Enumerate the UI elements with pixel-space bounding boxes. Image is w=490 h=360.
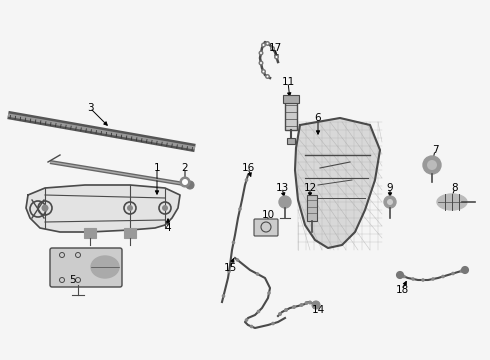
Circle shape (261, 42, 266, 48)
Circle shape (257, 310, 260, 313)
Text: 14: 14 (311, 305, 325, 315)
Text: 5: 5 (69, 275, 75, 285)
Bar (84, 228, 96, 238)
Circle shape (271, 48, 273, 49)
Circle shape (259, 50, 264, 55)
Circle shape (312, 302, 316, 306)
Circle shape (284, 308, 288, 312)
Circle shape (238, 207, 242, 211)
Circle shape (267, 42, 269, 45)
Circle shape (227, 270, 231, 273)
Circle shape (274, 54, 279, 59)
Circle shape (411, 277, 415, 281)
Text: 8: 8 (452, 183, 458, 193)
Text: 1: 1 (154, 163, 160, 173)
Circle shape (245, 178, 248, 182)
Circle shape (387, 199, 393, 205)
Circle shape (256, 272, 259, 276)
Circle shape (441, 275, 445, 278)
Circle shape (431, 277, 435, 281)
Circle shape (245, 318, 248, 322)
Circle shape (127, 205, 133, 211)
Bar (285, 100, 297, 130)
Circle shape (250, 325, 253, 328)
Circle shape (261, 69, 266, 74)
Text: 12: 12 (303, 183, 317, 193)
Circle shape (259, 60, 264, 66)
Circle shape (421, 278, 425, 282)
Circle shape (427, 160, 437, 170)
Circle shape (182, 179, 188, 185)
Circle shape (186, 181, 194, 189)
Circle shape (304, 301, 309, 305)
Text: 9: 9 (387, 183, 393, 193)
Circle shape (270, 46, 275, 51)
Circle shape (162, 205, 168, 211)
Circle shape (460, 269, 464, 273)
Bar (307, 195, 317, 221)
Circle shape (308, 301, 312, 305)
Circle shape (180, 177, 190, 187)
Text: 10: 10 (262, 210, 274, 220)
Text: 11: 11 (281, 77, 294, 87)
Bar (124, 228, 136, 238)
Text: 15: 15 (223, 263, 237, 273)
Circle shape (396, 271, 403, 279)
Circle shape (271, 322, 275, 325)
Text: 2: 2 (182, 163, 188, 173)
Circle shape (423, 156, 441, 174)
Circle shape (278, 312, 282, 316)
FancyBboxPatch shape (50, 248, 122, 287)
Circle shape (267, 76, 269, 77)
Text: 16: 16 (242, 163, 255, 173)
Circle shape (42, 204, 49, 211)
Bar (283, 95, 299, 103)
FancyBboxPatch shape (254, 219, 278, 236)
Circle shape (260, 62, 262, 64)
Ellipse shape (91, 256, 119, 278)
Text: 7: 7 (432, 145, 439, 155)
Polygon shape (295, 118, 380, 248)
Circle shape (299, 303, 303, 307)
Circle shape (312, 301, 320, 309)
Circle shape (263, 71, 265, 72)
Circle shape (236, 258, 239, 262)
Circle shape (384, 196, 396, 208)
Circle shape (279, 196, 291, 208)
Circle shape (292, 305, 296, 309)
Text: 13: 13 (275, 183, 289, 193)
Circle shape (260, 52, 262, 54)
Text: 6: 6 (315, 113, 321, 123)
Text: 4: 4 (165, 223, 172, 233)
Circle shape (232, 241, 235, 244)
Circle shape (265, 74, 270, 79)
Text: 17: 17 (269, 43, 282, 53)
Circle shape (462, 266, 468, 274)
Ellipse shape (437, 194, 467, 210)
Polygon shape (26, 185, 180, 232)
Circle shape (221, 294, 225, 298)
Text: 18: 18 (395, 285, 409, 295)
Circle shape (451, 272, 455, 275)
Circle shape (267, 291, 271, 295)
Circle shape (265, 41, 270, 46)
Circle shape (263, 44, 265, 46)
Circle shape (275, 56, 277, 58)
Bar (287, 138, 295, 144)
Text: 3: 3 (87, 103, 93, 113)
Circle shape (402, 275, 406, 278)
